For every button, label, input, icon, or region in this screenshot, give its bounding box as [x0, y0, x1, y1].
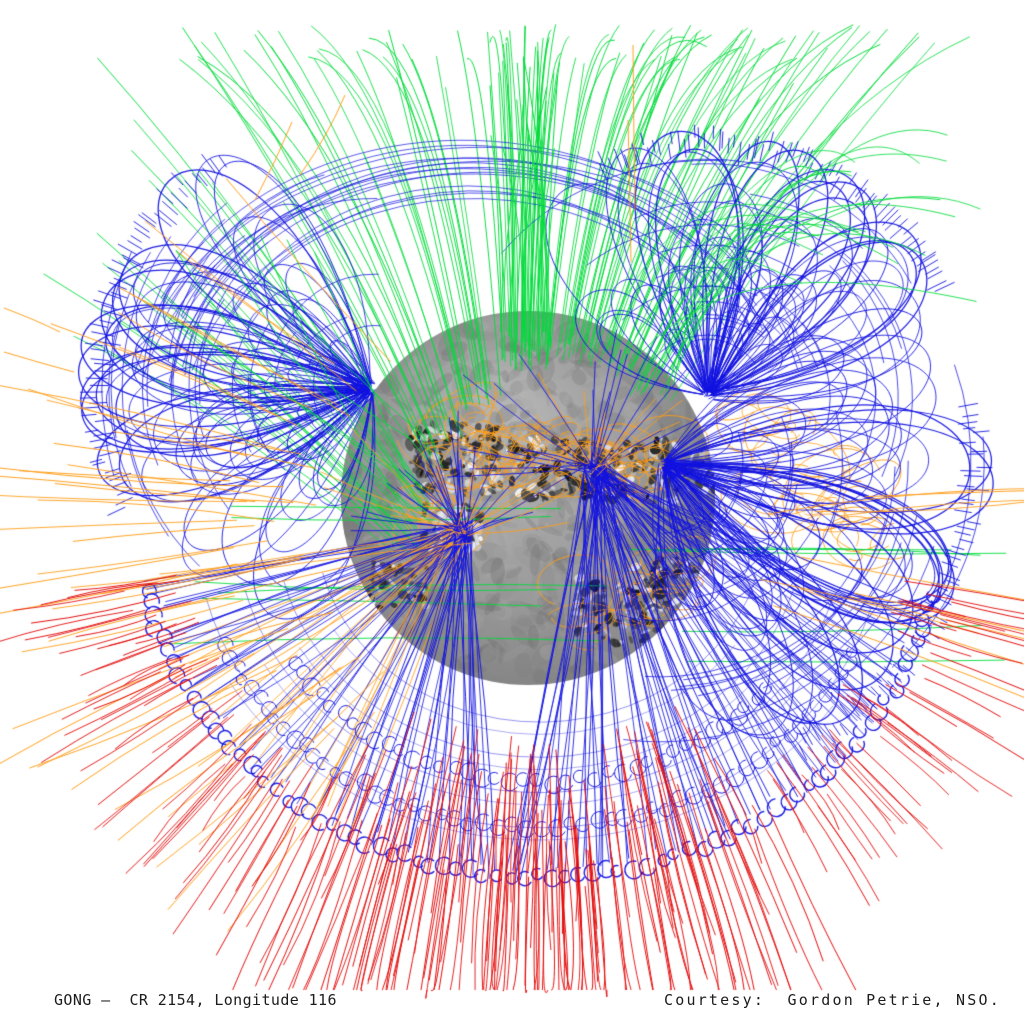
model-caption: GONG — CR 2154, Longitude 116: [54, 991, 337, 1009]
credit-caption: Courtesy: Gordon Petrie, NSO.: [664, 991, 1001, 1009]
